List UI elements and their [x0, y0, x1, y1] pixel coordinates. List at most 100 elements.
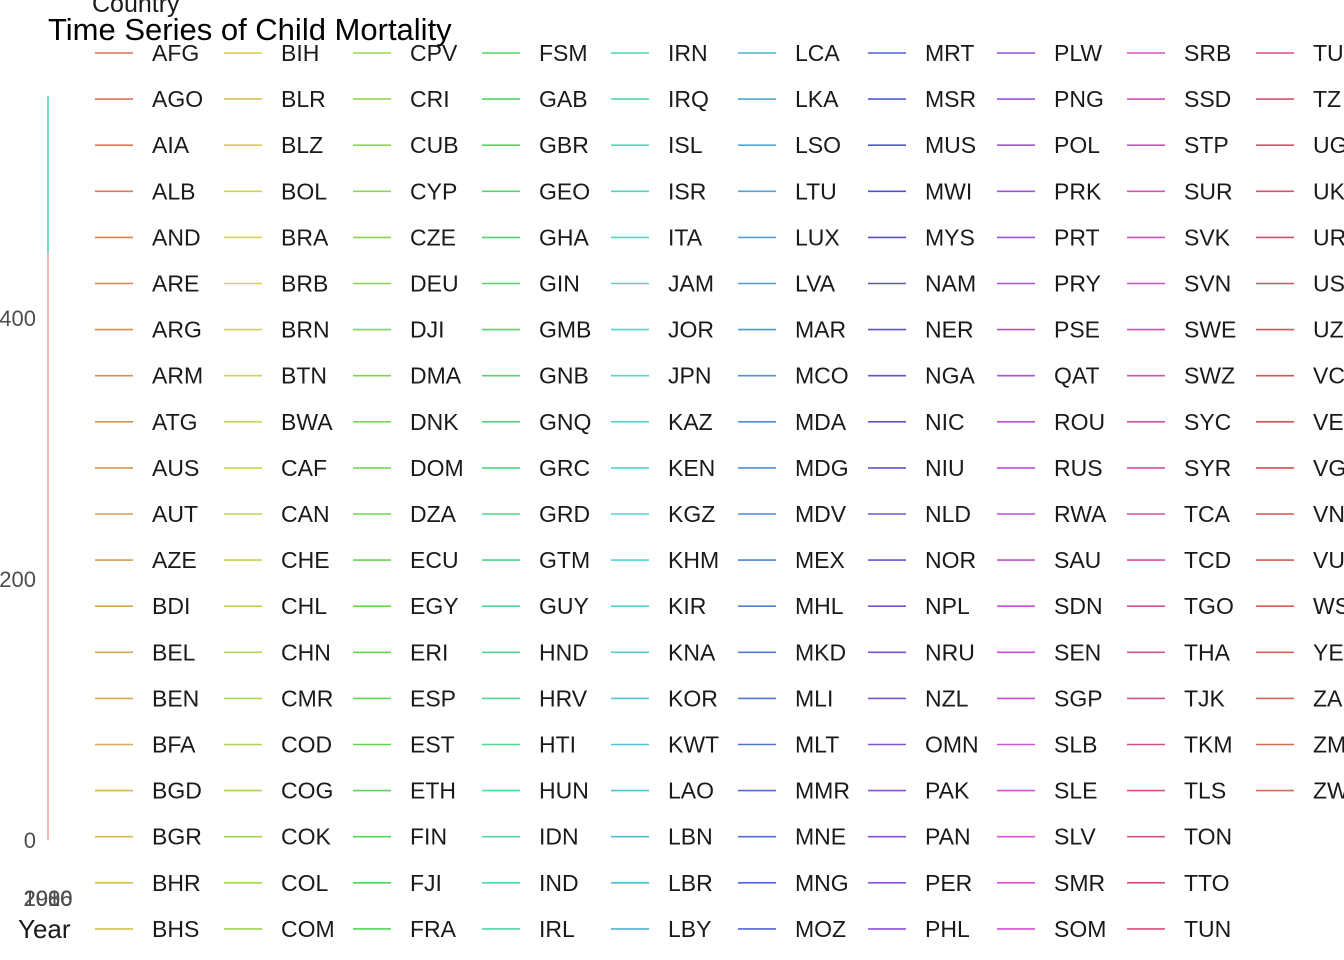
legend-label: OMN: [925, 732, 979, 758]
legend-label: BGR: [152, 824, 202, 850]
legend-label: SVN: [1184, 271, 1231, 297]
legend-item: MYS: [868, 224, 975, 250]
legend-item: BRB: [224, 271, 328, 297]
legend-label: ESP: [410, 685, 456, 711]
legend-item: PLW: [997, 40, 1102, 66]
legend-item: FJI: [353, 870, 442, 896]
legend-item: MEX: [738, 547, 845, 573]
y-tick-label: 400: [0, 306, 36, 331]
legend-item: GAB: [482, 86, 588, 112]
legend-item: KEN: [611, 455, 715, 481]
legend-item: ZW: [1256, 778, 1344, 804]
legend-label: ZM: [1313, 732, 1344, 758]
legend-item: CPV: [353, 40, 458, 66]
legend-label: ECU: [410, 547, 459, 573]
legend-label: PNG: [1054, 86, 1104, 112]
legend-item: BOL: [224, 178, 327, 204]
legend-item: ESP: [353, 685, 456, 711]
legend-label: LUX: [795, 224, 840, 250]
legend-label: BTN: [281, 363, 327, 389]
legend-label: GUY: [539, 593, 589, 619]
legend-item: QAT: [997, 363, 1100, 389]
legend-label: VG: [1313, 455, 1344, 481]
legend-item: ZM: [1256, 732, 1344, 758]
legend-item: AND: [95, 224, 201, 250]
legend-label: PSE: [1054, 317, 1100, 343]
legend-label: VN: [1313, 501, 1344, 527]
legend-label: TUN: [1184, 916, 1231, 942]
legend-label: NGA: [925, 363, 976, 389]
legend-item: UK: [1256, 178, 1344, 204]
legend-item: DEU: [353, 271, 459, 297]
legend-label: JOR: [668, 317, 714, 343]
legend-item: LBR: [611, 870, 713, 896]
legend-item: BLZ: [224, 132, 323, 158]
legend-item: EGY: [353, 593, 459, 619]
legend-label: AND: [152, 224, 201, 250]
legend-label: DMA: [410, 363, 462, 389]
legend-item: GTM: [482, 547, 590, 573]
legend-item: VN: [1256, 501, 1344, 527]
legend-item: MKD: [738, 639, 846, 665]
legend-item: CHE: [224, 547, 330, 573]
legend-label: KNA: [668, 639, 716, 665]
legend-item: CZE: [353, 224, 456, 250]
legend-label: FIN: [410, 824, 447, 850]
legend-item: MDG: [738, 455, 849, 481]
legend-label: LVA: [795, 271, 836, 297]
legend-item: MRT: [868, 40, 974, 66]
legend-label: STP: [1184, 132, 1229, 158]
legend-item: VG: [1256, 455, 1344, 481]
legend-item: ERI: [353, 639, 448, 665]
legend-item: CRI: [353, 86, 450, 112]
legend-item: NPL: [868, 593, 970, 619]
legend-label: SOM: [1054, 916, 1106, 942]
legend-label: MHL: [795, 593, 844, 619]
legend-label: HND: [539, 639, 589, 665]
legend-item: JOR: [611, 317, 714, 343]
legend-item: BWA: [224, 409, 333, 435]
legend-item: TCA: [1127, 501, 1231, 527]
legend-item: BHS: [95, 916, 199, 942]
legend-item: CYP: [353, 178, 457, 204]
legend-label: KOR: [668, 685, 718, 711]
legend-item: MLT: [738, 732, 839, 758]
legend-item: SAU: [997, 547, 1101, 573]
legend-item: SSD: [1127, 86, 1231, 112]
legend-item: TZ: [1256, 86, 1341, 112]
legend-label: AZE: [152, 547, 197, 573]
legend-item: BIH: [224, 40, 319, 66]
legend-label: BWA: [281, 409, 333, 435]
legend-label: BFA: [152, 732, 196, 758]
legend-label: BDI: [152, 593, 190, 619]
legend-label: IDN: [539, 824, 579, 850]
legend-item: KAZ: [611, 409, 713, 435]
legend-label: MNG: [795, 870, 849, 896]
legend-label: CUB: [410, 132, 459, 158]
legend-label: FRA: [410, 916, 457, 942]
legend-label: PLW: [1054, 40, 1102, 66]
legend-label: GNQ: [539, 409, 591, 435]
legend-label: PRT: [1054, 224, 1100, 250]
legend-label: KAZ: [668, 409, 713, 435]
legend-label: SWE: [1184, 317, 1236, 343]
legend-label: AIA: [152, 132, 190, 158]
legend-label: POL: [1054, 132, 1100, 158]
legend-label: NRU: [925, 639, 975, 665]
legend-item: MLI: [738, 685, 833, 711]
legend-item: SGP: [997, 685, 1103, 711]
legend-item: AUT: [95, 501, 198, 527]
legend-item: MDA: [738, 409, 847, 435]
legend-item: BFA: [95, 732, 196, 758]
legend-item: MSR: [868, 86, 976, 112]
legend-item: HRV: [482, 685, 588, 711]
legend-label: US: [1313, 271, 1344, 297]
legend-label: MWI: [925, 178, 972, 204]
legend-item: ITA: [611, 224, 703, 250]
legend-item: KIR: [611, 593, 706, 619]
legend-label: ERI: [410, 639, 448, 665]
legend-label: MDG: [795, 455, 849, 481]
legend-label: SYC: [1184, 409, 1231, 435]
legend-item: MDV: [738, 501, 847, 527]
